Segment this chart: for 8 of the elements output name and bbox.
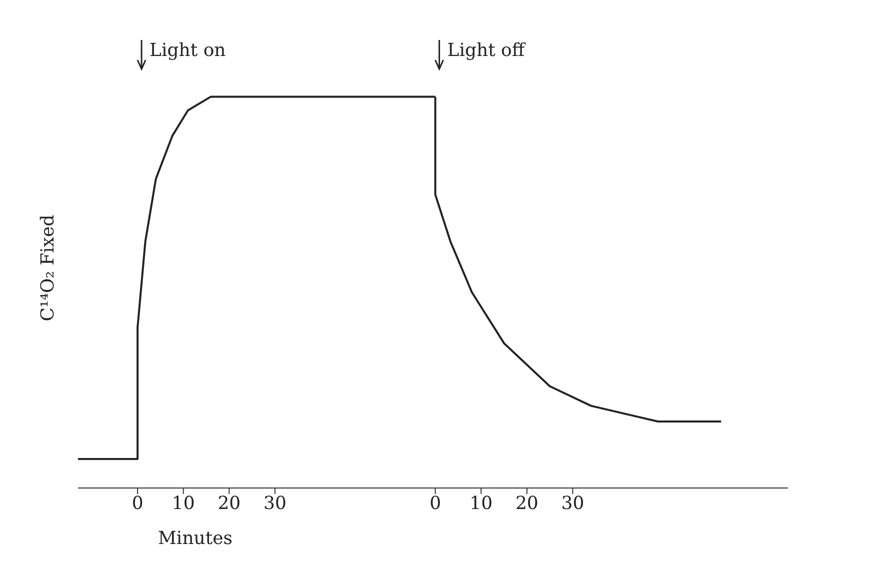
x-axis-title: Minutes xyxy=(158,528,232,549)
text: Light on xyxy=(150,40,226,61)
text: Light off xyxy=(447,40,526,61)
x-tick-label: 20 xyxy=(218,492,241,514)
y-axis-title: C¹⁴O₂ Fixed xyxy=(38,214,58,322)
x-tick-label: 0 xyxy=(132,492,144,514)
x-tick-label: 30 xyxy=(264,492,286,514)
x-tick-label: 10 xyxy=(172,492,195,514)
